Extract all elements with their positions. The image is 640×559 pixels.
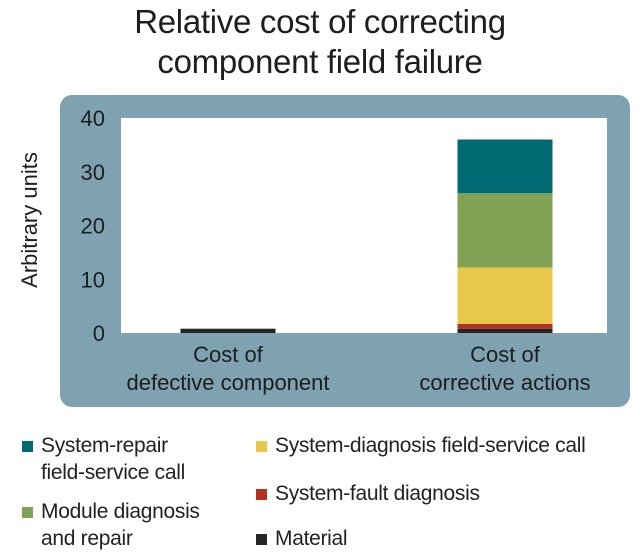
chart-title: Relative cost of correcting component fi… — [0, 2, 640, 82]
legend-label-system-repair: System-repair field-service call — [41, 432, 185, 486]
legend-swatch-module-diagnosis — [22, 507, 33, 518]
legend-label-line: field-service call — [41, 461, 185, 484]
legend-item-system-diagnosis: System-diagnosis field-service call — [256, 432, 640, 459]
x-axis-labels: Cost of defective component Cost of correct… — [126, 342, 590, 395]
y-tick-label: 10 — [81, 267, 105, 292]
legend-swatch-system-fault — [256, 489, 267, 500]
chart-svg: Arbitrary units 0 10 20 30 40 Cost of defecti… — [17, 106, 607, 395]
legend-item-material: Material — [256, 525, 640, 552]
bar-stacks — [180, 139, 553, 333]
x-tick-label: Cost of — [193, 342, 264, 367]
y-tick-label: 20 — [81, 214, 105, 239]
bar-segment-module-diagnosis-and-repair — [457, 193, 553, 268]
legend-label-system-diagnosis: System-diagnosis field-service call — [275, 434, 586, 457]
x-tick-label: corrective actions — [419, 370, 590, 395]
legend-label-line: and repair — [41, 527, 133, 550]
legend-swatch-material — [256, 534, 267, 545]
legend-label-material: Material — [275, 527, 348, 550]
y-axis-ticks: 0 10 20 30 40 — [81, 106, 105, 346]
bar-segment-material — [180, 328, 276, 333]
legend-item-module-diagnosis: Module diagnosis and repair — [22, 498, 237, 552]
chart-title-line-2: component field failure — [157, 43, 483, 80]
x-tick-label: Cost of — [470, 342, 541, 367]
bar-segment-system-fault-diagnosis — [457, 323, 553, 329]
legend-label-system-fault: System-fault diagnosis — [275, 482, 480, 505]
legend-label-line: System-repair — [41, 434, 168, 457]
bar-segment-system-repair-field-service-call — [457, 139, 553, 194]
x-tick-label: defective component — [126, 370, 329, 395]
legend-item-system-fault: System-fault diagnosis — [256, 480, 640, 507]
legend: System-repair field-service call System-… — [0, 420, 640, 559]
legend-item-system-repair: System-repair field-service call — [22, 432, 237, 486]
y-tick-label: 30 — [81, 160, 105, 185]
bar-segment-system-diagnosis-field-service-call — [457, 267, 553, 324]
legend-label-module-diagnosis: Module diagnosis and repair — [41, 498, 200, 552]
bar-segment-material — [457, 328, 553, 333]
y-tick-label: 40 — [81, 106, 105, 131]
chart-title-line-1: Relative cost of correcting — [134, 3, 506, 40]
legend-swatch-system-diagnosis — [256, 441, 267, 452]
y-axis-label: Arbitrary units — [17, 152, 42, 288]
y-tick-label: 0 — [93, 321, 105, 346]
legend-label-line: Module diagnosis — [41, 500, 200, 523]
legend-swatch-system-repair — [22, 441, 33, 452]
